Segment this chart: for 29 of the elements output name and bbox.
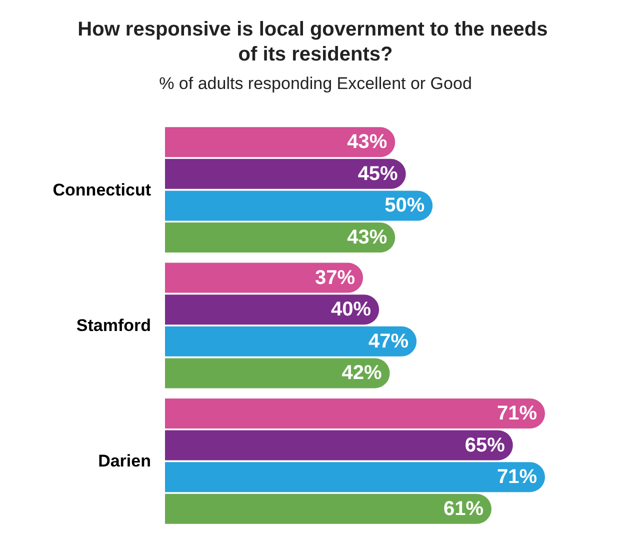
data-label: 45%	[358, 162, 398, 185]
data-label: 43%	[347, 131, 388, 154]
y-tick-label: Darien	[98, 452, 151, 471]
bar	[165, 222, 396, 253]
data-label: 47%	[368, 330, 409, 352]
bar	[165, 494, 492, 524]
y-tick-label: Stamford	[76, 316, 151, 335]
bar	[165, 262, 364, 293]
bar	[165, 158, 406, 189]
bar	[165, 127, 396, 158]
bar	[165, 326, 417, 356]
data-label: 71%	[496, 402, 538, 424]
data-label: 37%	[314, 266, 356, 289]
data-label: 43%	[347, 226, 388, 249]
bar	[165, 398, 545, 428]
bar	[165, 358, 390, 388]
data-label: 50%	[384, 194, 425, 217]
data-label: 42%	[342, 362, 382, 384]
data-label: 61%	[443, 498, 484, 520]
bar	[165, 462, 545, 492]
bar	[165, 294, 380, 325]
data-label: 40%	[331, 298, 372, 321]
data-label: 71%	[496, 466, 538, 488]
bar	[165, 190, 433, 221]
chart-subtitle: % of adults responding Excellent or Good	[159, 74, 472, 93]
data-label: 65%	[464, 434, 506, 456]
bar	[165, 430, 513, 460]
chart-title: How responsive is local government to the needs of its residents?	[78, 18, 554, 66]
y-tick-label: Connecticut	[52, 180, 152, 200]
